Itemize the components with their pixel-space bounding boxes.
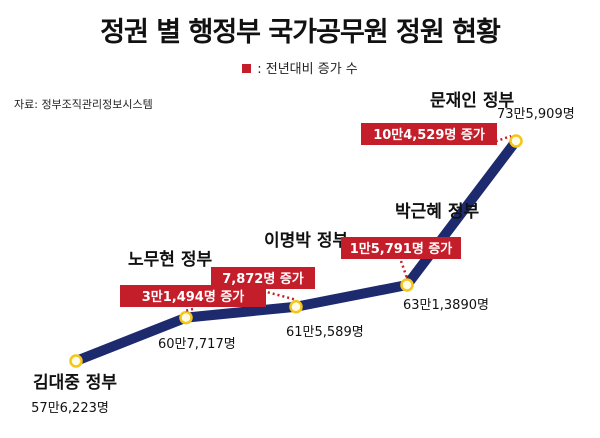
value-label-0: 57만6,223명 [31,401,109,416]
category-label-0: 김대중 정부 [33,373,117,393]
category-label-1: 노무현 정부 [128,250,212,270]
increase-badge-4 [361,123,497,145]
increase-label-1: 3만1,494명 증가 [142,289,245,305]
connector-2 [262,289,297,301]
value-label-3: 63만1,3890명 [403,298,489,313]
chart-title: 정권 별 행정부 국가공무원 정원 현황 [100,17,501,48]
connector-4 [490,134,512,145]
legend-label: : 전년대비 증가 수 [257,62,358,77]
increase-badge-3 [341,237,461,259]
category-label-4: 문재인 정부 [430,91,514,111]
increase-badge-2 [211,267,315,289]
point-marker-3 [400,278,414,292]
category-label-3: 박근혜 정부 [395,202,479,222]
connector-1 [185,307,194,312]
point-marker-0 [69,354,83,368]
increase-label-4: 10만4,529명 증가 [373,127,485,143]
point-marker-4 [509,134,523,148]
source-note: 자료: 정부조직관리정보시스템 [14,98,153,111]
value-label-2: 61만5,589명 [286,325,364,340]
point-marker-2 [289,300,303,314]
connector-3 [399,260,409,279]
legend-swatch [242,64,252,73]
point-marker-1 [179,310,193,325]
legend: : 전년대비 증가 수 [0,58,600,77]
increase-badge-1 [120,285,266,307]
value-label-1: 60만7,717명 [158,337,236,352]
increase-label-3: 1만5,791명 증가 [350,241,453,257]
value-label-4: 73만5,909명 [497,107,575,122]
increase-label-2: 7,872명 증가 [222,271,304,287]
category-label-2: 이명박 정부 [264,231,348,251]
